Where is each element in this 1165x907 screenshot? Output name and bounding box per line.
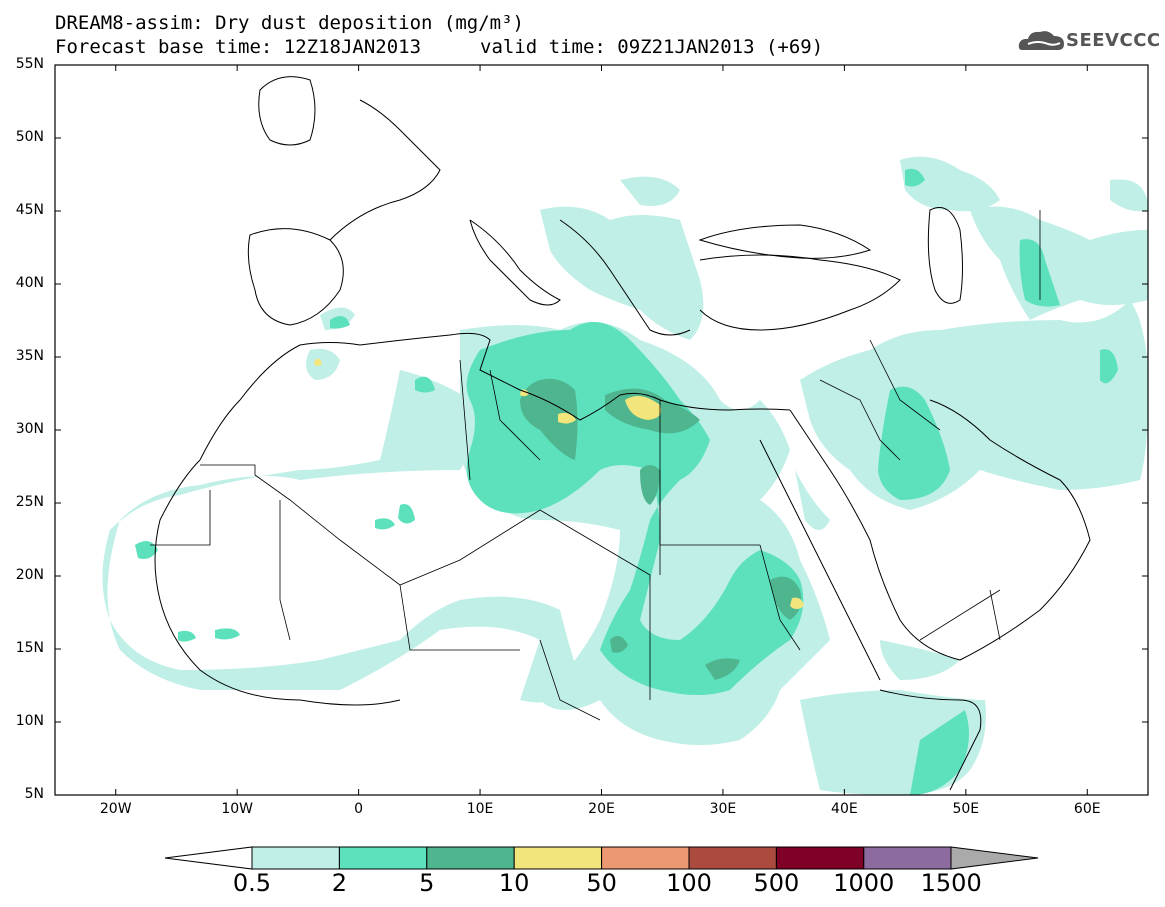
lat-label: 25N <box>15 494 44 510</box>
colorbar-level-label: 2 <box>331 869 348 897</box>
lat-label: 40N <box>15 275 44 291</box>
colorbar-swatch <box>863 846 952 870</box>
lon-label: 10E <box>466 801 494 817</box>
lon-label: 40E <box>831 801 858 817</box>
country-borders <box>150 210 1041 721</box>
lat-label: 20N <box>15 567 44 583</box>
coastlines <box>154 76 1091 791</box>
lon-label: 10W <box>221 801 253 817</box>
lon-label: 60E <box>1073 801 1101 817</box>
valid-time: valid time: 09Z21JAN2013 (+69) <box>480 36 824 58</box>
colorbar-level-label: 100 <box>666 869 712 897</box>
lat-label: 55N <box>15 56 44 72</box>
colorbar-level-label: 50 <box>586 869 617 897</box>
lon-label: 0 <box>354 801 364 817</box>
colorbar-level-label: 1500 <box>920 869 982 897</box>
colorbar-level-label: 1000 <box>833 869 895 897</box>
colorbar-swatch <box>338 846 428 870</box>
colorbar <box>164 846 1039 870</box>
lon-label: 50E <box>952 801 980 817</box>
logo-text: SEEVCCC <box>1066 30 1161 51</box>
colorbar-level-label: 10 <box>498 869 530 897</box>
lat-label: 5N <box>24 786 44 802</box>
lat-label: 45N <box>15 202 44 218</box>
colorbar-level-label: 0.5 <box>232 869 272 897</box>
colorbar-level-label: 500 <box>753 869 800 897</box>
colorbar-swatch <box>601 846 690 870</box>
lat-label: 35N <box>15 348 44 364</box>
colorbar-swatch <box>513 846 603 870</box>
colorbar-swatch <box>426 846 515 870</box>
lon-label: 20E <box>588 801 615 817</box>
forecast-base-time: Forecast base time: 12Z18JAN2013 <box>55 36 422 58</box>
lat-label: 30N <box>15 421 44 437</box>
lat-label: 50N <box>15 129 44 145</box>
colorbar-swatch <box>688 846 777 870</box>
lat-label: 15N <box>15 640 44 656</box>
deposition-yellow <box>314 358 804 609</box>
seevccc-cloud-logo-icon <box>1018 31 1064 50</box>
map-title: DREAM8-assim: Dry dust deposition (mg/m³… <box>55 12 524 34</box>
colorbar-swatch <box>251 846 340 870</box>
lon-label: 30E <box>709 801 737 817</box>
lon-label: 20W <box>99 801 132 817</box>
lat-label: 10N <box>15 713 44 729</box>
colorbar-swatch <box>775 846 865 870</box>
colorbar-level-label: 5 <box>419 869 435 897</box>
